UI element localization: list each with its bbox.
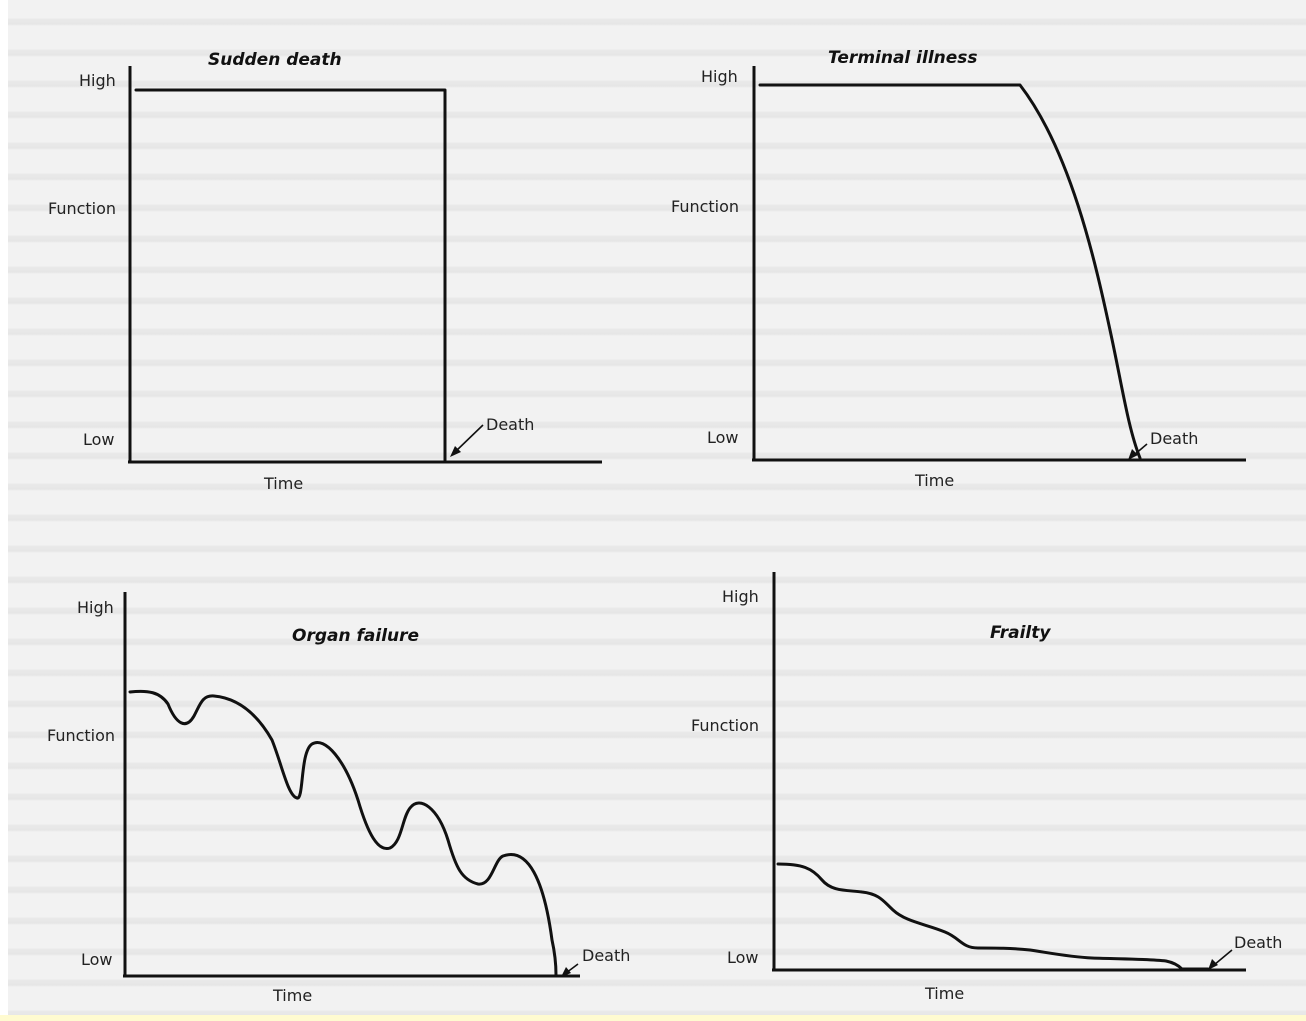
x-axis-label: Time	[272, 986, 312, 1005]
y-low-label: Low	[727, 948, 759, 967]
page-edge	[0, 0, 8, 1021]
y-high-label: High	[77, 598, 114, 617]
panel-title: Frailty	[990, 623, 1051, 643]
y-low-label: Low	[81, 950, 113, 969]
function-curve	[758, 83, 1142, 460]
death-label: Death	[1150, 429, 1198, 448]
panel-title: Organ failure	[292, 626, 419, 646]
y-axis-label: Function	[48, 199, 116, 218]
death-arrow	[454, 424, 484, 453]
y-axis-label: Function	[671, 197, 739, 216]
death-arrowhead	[561, 967, 571, 977]
y-low-label: Low	[707, 428, 739, 447]
death-arrowhead	[450, 446, 461, 457]
x-axis-label: Time	[924, 984, 964, 1003]
y-low-label: Low	[83, 430, 115, 449]
x-axis-label: Time	[263, 474, 303, 493]
function-curve	[776, 862, 1210, 971]
y-high-label: High	[79, 71, 116, 90]
panel-terminal-illness: Terminal illness High Function Low Time …	[671, 48, 1246, 490]
panel-title: Terminal illness	[828, 48, 978, 68]
function-curve	[134, 88, 447, 462]
death-label: Death	[1234, 933, 1282, 952]
death-arrowhead	[1128, 449, 1138, 460]
death-arrowhead	[1208, 959, 1218, 970]
panel-title: Sudden death	[208, 50, 342, 70]
panel-sudden-death: Sudden death High Function Low Time Deat…	[48, 50, 602, 493]
page-bottom-edge	[0, 1015, 1306, 1021]
y-high-label: High	[722, 587, 759, 606]
function-curve	[128, 689, 558, 977]
death-label: Death	[582, 946, 630, 965]
panel-organ-failure: Organ failure High Function Low Time Dea…	[47, 592, 630, 1005]
death-arrow	[1213, 949, 1233, 966]
y-axis-label: Function	[691, 716, 759, 735]
panel-frailty: Frailty High Function Low Time Death	[691, 572, 1282, 1003]
x-axis-label: Time	[914, 471, 954, 490]
y-high-label: High	[701, 67, 738, 86]
death-label: Death	[486, 415, 534, 434]
y-axis-label: Function	[47, 726, 115, 745]
